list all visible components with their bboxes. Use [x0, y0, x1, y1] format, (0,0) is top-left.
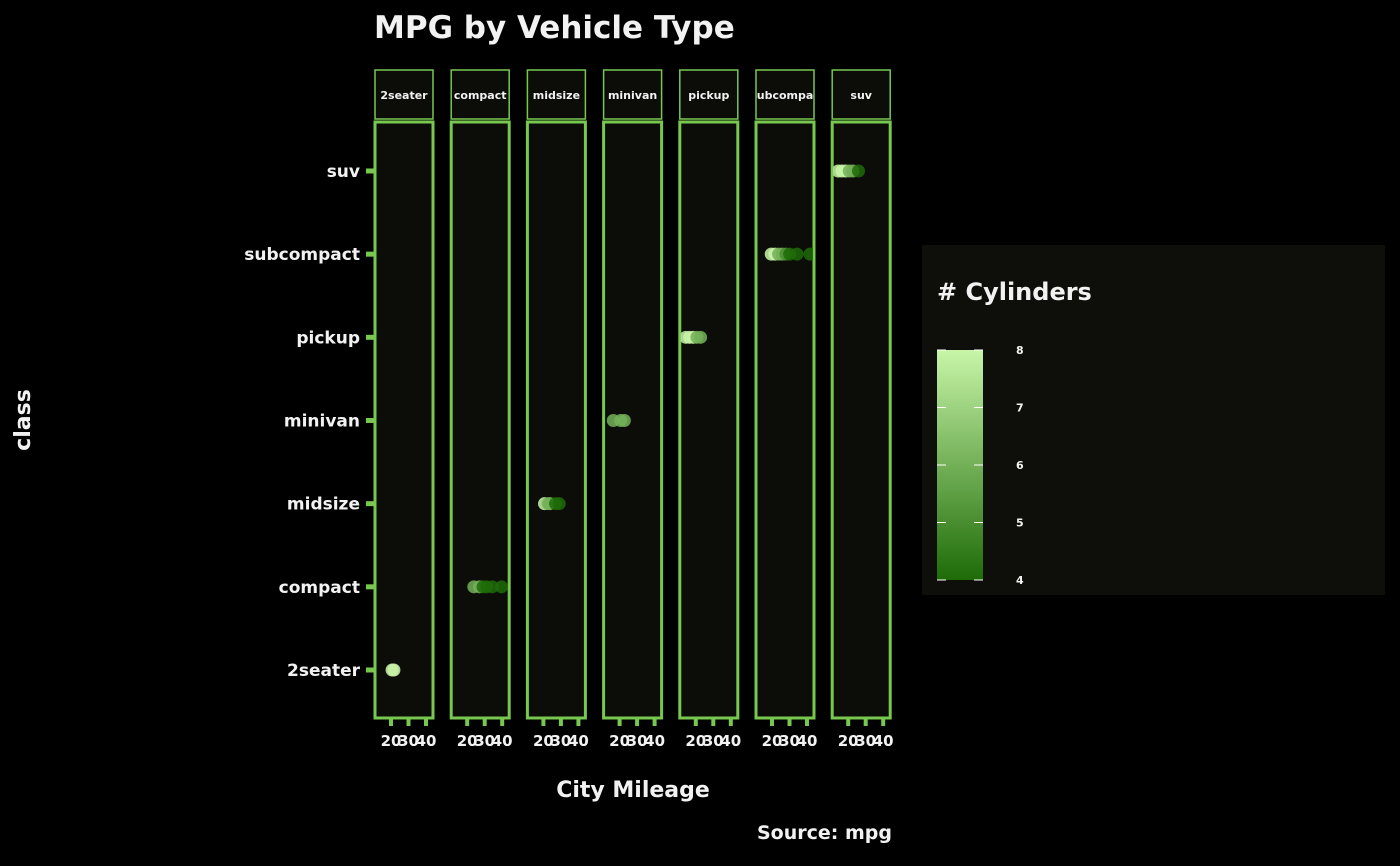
facet-strip [526, 69, 587, 120]
facet-panel [525, 120, 587, 720]
facet-strip [831, 69, 891, 120]
data-point [552, 497, 566, 511]
data-point [387, 663, 401, 677]
x-tick-label: 20 [381, 732, 402, 750]
y-tick-label: 2seater [287, 661, 361, 681]
facet-panels: 2seater203040compact203040midsize203040m… [373, 69, 894, 750]
facet-strip [374, 69, 434, 120]
legend-tick-label: 7 [1016, 402, 1024, 415]
x-tick-label: 40 [492, 732, 513, 750]
data-point [495, 580, 509, 594]
data-point [790, 247, 804, 261]
x-tick-label: 30 [398, 732, 419, 750]
y-tick-label: midsize [287, 495, 360, 515]
x-tick-label: 20 [533, 732, 554, 750]
facet-strip [755, 69, 815, 120]
x-tick-label: 30 [855, 732, 876, 750]
x-tick-label: 40 [797, 732, 818, 750]
facet-strip-label: minivan [608, 89, 657, 102]
data-point [485, 580, 499, 594]
data-point [617, 413, 631, 427]
x-tick-label: 20 [838, 732, 859, 750]
x-tick-label: 40 [416, 732, 437, 750]
facet-points [467, 580, 509, 594]
legend-background [922, 245, 1385, 595]
facet-points [385, 663, 401, 677]
x-tick-label: 40 [873, 732, 894, 750]
legend-tick-label: 8 [1016, 344, 1024, 357]
facet-strip-label: 2seater [380, 89, 428, 102]
x-tick-label: 30 [474, 732, 495, 750]
chart-caption: Source: mpg [757, 822, 892, 844]
legend-title: # Cylinders [937, 278, 1092, 306]
facet-strip [679, 69, 739, 120]
legend-tick-label: 4 [1016, 574, 1024, 587]
y-tick-label: subcompact [244, 245, 360, 265]
facet-panel [449, 120, 511, 720]
y-tick-label: minivan [284, 411, 360, 431]
x-tick-label: 30 [779, 732, 800, 750]
y-tick-label: suv [327, 162, 360, 182]
x-tick-label: 20 [762, 732, 783, 750]
y-axis-title: class [11, 389, 36, 451]
legend-tick-label: 5 [1016, 517, 1024, 530]
x-tick-label: 20 [457, 732, 478, 750]
legend-tick-label: 6 [1016, 459, 1024, 472]
facet-strip-label: midsize [533, 89, 580, 102]
facet-strip-label: subcompac [750, 89, 820, 102]
facet-points [833, 164, 866, 178]
x-tick-label: 30 [627, 732, 648, 750]
facet-points [537, 497, 566, 511]
x-tick-label: 40 [568, 732, 589, 750]
facet-strip [450, 69, 510, 120]
facet-panel [830, 120, 892, 720]
facet-strip-label: compact [454, 89, 507, 102]
facet-panel [754, 120, 816, 720]
facet-strip [602, 69, 663, 120]
x-tick-label: 20 [609, 732, 630, 750]
facet-points [606, 413, 631, 427]
facet-strip-label: suv [850, 89, 872, 102]
color-legend: # Cylinders 8 7 6 5 4 [922, 245, 1385, 595]
facet-panel [373, 120, 435, 720]
legend-colorbar: 8 7 6 5 4 [937, 344, 1024, 587]
x-tick-label: 40 [720, 732, 741, 750]
data-point [803, 247, 813, 261]
data-point [694, 330, 708, 344]
x-tick-label: 20 [685, 732, 706, 750]
y-tick-label: pickup [296, 328, 360, 348]
y-tick-label: compact [279, 578, 360, 598]
x-tick-label: 40 [644, 732, 665, 750]
y-axis: 2seater compact midsize minivan pickup subcom… [244, 162, 375, 681]
facet-strip-label: pickup [688, 89, 729, 102]
x-axis-title: City Mileage [556, 778, 710, 803]
facet-panel [678, 120, 740, 720]
chart-title: MPG by Vehicle Type [374, 10, 735, 46]
data-point [852, 164, 866, 178]
facet-points [764, 247, 813, 261]
x-tick-label: 30 [703, 732, 724, 750]
x-tick-label: 30 [550, 732, 571, 750]
facet-points [680, 330, 708, 344]
